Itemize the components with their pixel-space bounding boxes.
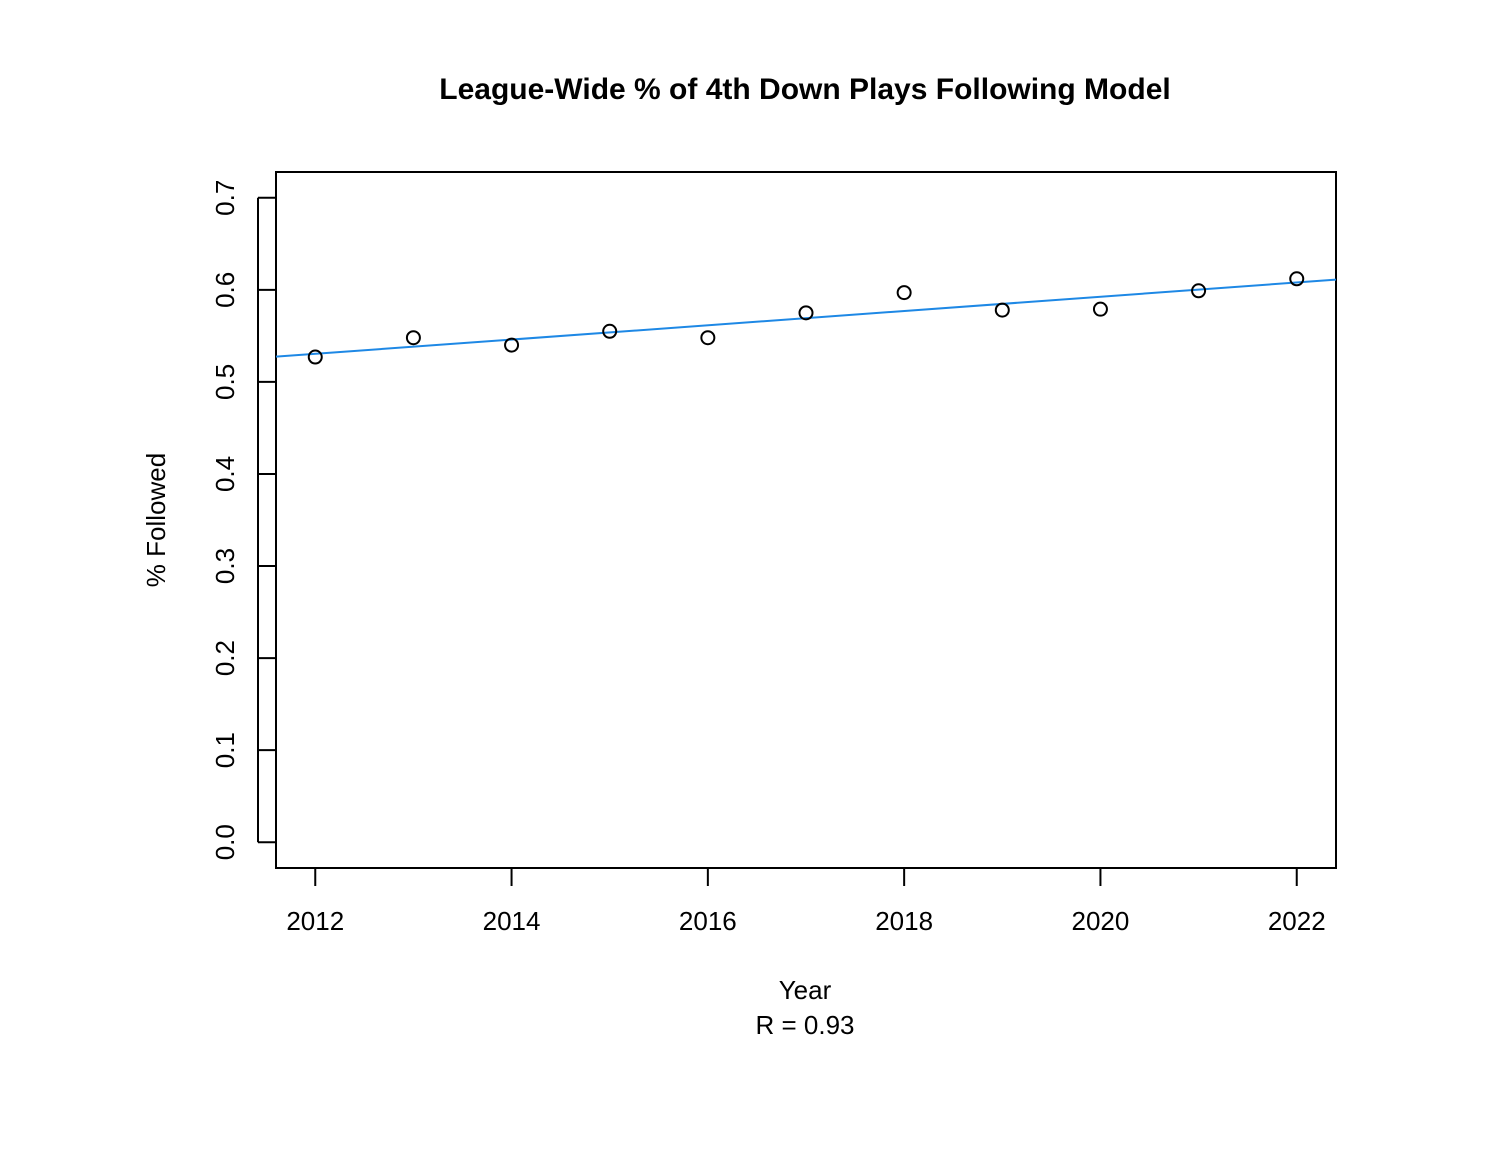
x-tick-label: 2022 [1268,906,1326,936]
data-point [405,330,421,346]
x-axis-sublabel: R = 0.93 [755,1010,854,1040]
x-tick-label: 2018 [875,906,933,936]
data-point [798,305,814,321]
y-tick-label: 0.4 [210,456,240,492]
data-point [994,302,1010,318]
y-tick-label: 0.3 [210,548,240,584]
plot-frame [275,171,1337,869]
x-tick-label: 2014 [483,906,541,936]
data-point [602,323,618,339]
x-axis-label: Year [779,975,832,1005]
x-tick-label: 2016 [679,906,737,936]
trend-line [276,278,1336,358]
y-tick-label: 0.7 [210,180,240,216]
data-point [896,285,912,301]
chart-title: League-Wide % of 4th Down Plays Followin… [439,73,1170,106]
y-axis-label: % Followed [141,453,171,587]
y-tick-label: 0.0 [210,824,240,860]
data-point [1191,283,1207,299]
data-point [1092,301,1108,317]
x-tick-label: 2012 [286,906,344,936]
y-tick-label: 0.5 [210,364,240,400]
y-tick-label: 0.2 [210,640,240,676]
data-point [1289,271,1305,287]
y-tick-label: 0.6 [210,272,240,308]
y-tick-label: 0.1 [210,732,240,768]
data-point [504,337,520,353]
plot-area: 2012 2014 2016 2018 2020 2022 0.0 0.1 0.2 0.3 0.4 0… [210,171,1337,936]
data-point [307,349,323,365]
data-point [700,330,716,346]
x-tick-label: 2020 [1072,906,1130,936]
